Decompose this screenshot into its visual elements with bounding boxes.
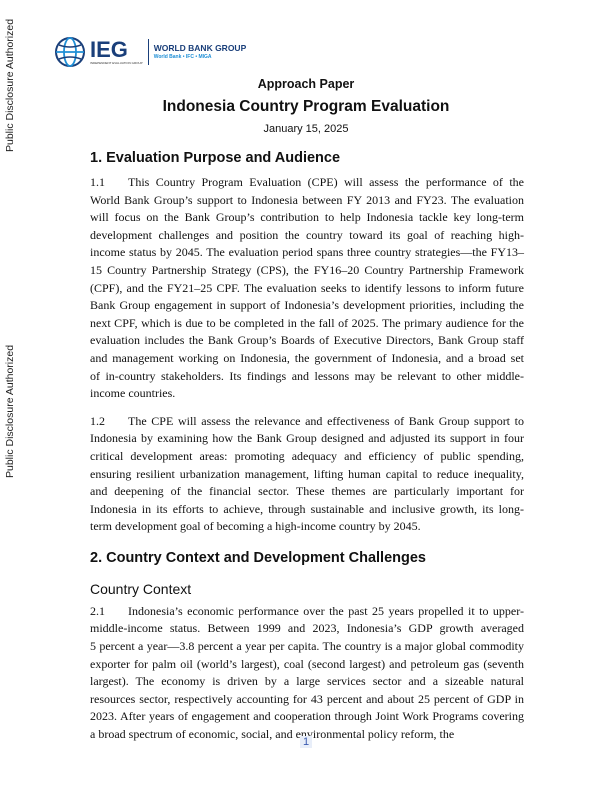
paragraph-line: largest). The economy is driven by a lar… [90, 673, 524, 691]
document-body: 1. Evaluation Purpose and Audience 1.1 Th… [90, 148, 524, 754]
paragraph-1-1: 1.1 This Country Program Evaluation (CPE)… [90, 174, 524, 403]
subsection-heading: Country Context [90, 580, 192, 597]
doc-kicker: Approach Paper [257, 77, 355, 91]
paragraph-number: 2.1 [90, 603, 105, 618]
line-text: Indonesia by examining how the Bank Grou… [90, 431, 524, 446]
paragraph-line: 2023. After years of engagement and coop… [90, 708, 524, 726]
line-text: 2023. After years of engagement and coop… [90, 709, 524, 724]
line-text: The CPE will assess the relevance and ef… [128, 413, 524, 428]
ieg-subtitle: INDEPENDENT EVALUATION GROUP [90, 61, 143, 65]
line-text: ensuring resilient urbanization manageme… [90, 466, 524, 481]
paragraph-line: a broad spectrum of economic, social, an… [90, 726, 524, 744]
wbg-subtitle: World Bank • IFC • MIGA [153, 53, 212, 60]
line-text: middle-income status. Between 1999 and 2… [90, 621, 524, 636]
paragraph-number: 1.2 [90, 413, 105, 428]
line-text: a broad spectrum of economic, social, an… [90, 727, 455, 742]
doc-title: Indonesia Country Program Evaluation [162, 98, 450, 115]
paragraph-line: income countries. [90, 385, 524, 403]
line-text: critical development areas: promoting ad… [90, 448, 524, 463]
paragraph-1-2: 1.2 The CPE will assess the relevance and… [90, 413, 524, 536]
paragraph-line: term development goal of becoming a high… [90, 518, 524, 536]
section-heading: 1. Evaluation Purpose and Audience [90, 150, 341, 166]
line-text: development challenges and position the … [90, 227, 524, 242]
watermark-public-disclosure: Public Disclosure Authorized [4, 344, 16, 478]
line-text: Indonesia’s economic performance over th… [128, 603, 524, 618]
paragraph-line: and management working on Indonesia, the… [90, 350, 524, 368]
logo-divider [147, 39, 149, 65]
paragraph-line: Indonesia by examining how the Bank Grou… [90, 430, 524, 448]
line-text: term development goal of becoming a high… [90, 519, 421, 534]
paragraph-line: ensuring resilient urbanization manageme… [90, 466, 524, 484]
paragraph-line: 2.1 Indonesia’s economic performance over… [90, 603, 524, 621]
paragraph-line: resources sector, respectively accountin… [90, 691, 524, 709]
paragraph-line: Indonesia in its efforts to achieve, thr… [90, 501, 524, 519]
section-heading: 2. Country Context and Development Chall… [90, 549, 426, 566]
paragraph-line: critical development areas: promoting ad… [90, 448, 524, 466]
line-text: Indonesia in its efforts to achieve, thr… [90, 501, 524, 516]
line-text: evaluation includes the Bank Group’s Boa… [90, 333, 524, 348]
paragraph-line: 15 Country Partnership Strategy (CPS), t… [90, 262, 524, 280]
paragraph-line: (CPF), and the FY21–25 CPF. The evaluati… [90, 280, 524, 298]
line-text: 5 percent a year—3.8 percent a year per … [90, 639, 524, 654]
paragraph-line: income status by 2045. The evaluation pe… [90, 244, 524, 262]
paragraph-line: will focus on the Bank Group’s contribut… [90, 209, 524, 227]
paragraph-line: 5 percent a year—3.8 percent a year per … [90, 638, 524, 656]
line-text: resources sector, respectively accountin… [90, 691, 524, 706]
line-text: (CPF), and the FY21–25 CPF. The evaluati… [90, 280, 524, 295]
paragraph-line: of in-country stakeholders. Its findings… [90, 368, 524, 386]
line-text: World Bank Group’s support to Indonesia … [90, 192, 524, 207]
paragraph-line: 1.1 This Country Program Evaluation (CPE)… [90, 174, 524, 192]
line-text: and management working on Indonesia, the… [90, 350, 524, 365]
paragraph-line: Bank Group engagement in support of Indo… [90, 297, 524, 315]
line-text: income countries. [90, 386, 176, 401]
paragraph-line: 1.2 The CPE will assess the relevance and… [90, 413, 524, 431]
line-text: largest). The economy is driven by a lar… [90, 674, 524, 689]
paragraph-line: development challenges and position the … [90, 227, 524, 245]
line-text: income status by 2045. The evaluation pe… [90, 245, 524, 260]
line-text: next CPF, which is due to be completed i… [90, 315, 524, 330]
wbg-wordmark: WORLD BANK GROUP [153, 43, 247, 54]
line-text: will focus on the Bank Group’s contribut… [90, 210, 524, 225]
line-text: of in-country stakeholders. Its findings… [90, 368, 524, 383]
globe-icon [55, 37, 85, 67]
paragraph-2-1: 2.1 Indonesia’s economic performance over… [90, 603, 524, 744]
ieg-wbg-logo: IEG INDEPENDENT EVALUATION GROUP WORLD B… [54, 36, 246, 68]
line-text: and deepening of the financial sector. T… [90, 484, 524, 499]
line-text: 15 Country Partnership Strategy (CPS), t… [90, 262, 524, 277]
ieg-wordmark: IEG [90, 37, 128, 62]
line-text: This Country Program Evaluation (CPE) wi… [128, 175, 524, 189]
paragraph-number: 1.1 [90, 175, 105, 189]
page-number: 1 [300, 736, 312, 748]
paragraph-line: exporter for palm oil (world’s largest),… [90, 656, 524, 674]
doc-date: January 15, 2025 [263, 123, 349, 135]
line-text: exporter for palm oil (world’s largest),… [90, 656, 524, 671]
line-text: Bank Group engagement in support of Indo… [90, 298, 524, 313]
paragraph-line: evaluation includes the Bank Group’s Boa… [90, 332, 524, 350]
paragraph-line: next CPF, which is due to be completed i… [90, 315, 524, 333]
paragraph-line: World Bank Group’s support to Indonesia … [90, 192, 524, 210]
paragraph-line: middle-income status. Between 1999 and 2… [90, 620, 524, 638]
paragraph-line: and deepening of the financial sector. T… [90, 483, 524, 501]
